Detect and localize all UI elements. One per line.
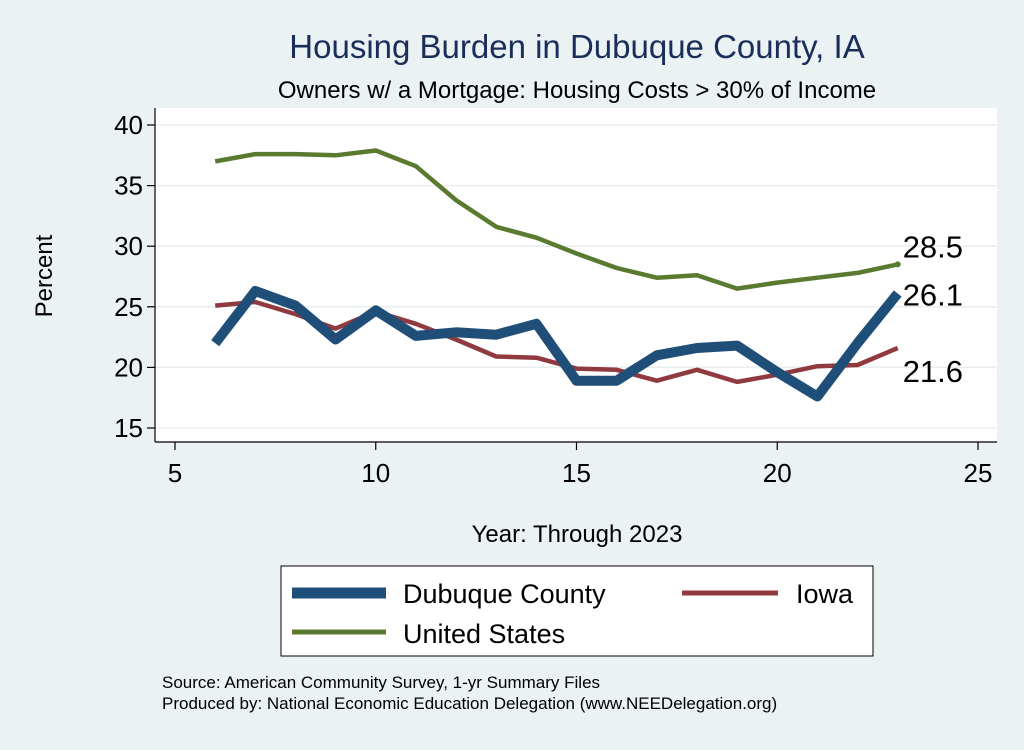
end-labels: 26.1 21.6 28.5 [903, 229, 963, 389]
y-tick-label-15: 15 [114, 413, 143, 443]
y-tick-label-25: 25 [114, 292, 143, 322]
x-tick-label-20: 20 [763, 458, 792, 488]
legend-box [280, 565, 874, 657]
legend: Dubuque County Iowa United States [280, 565, 874, 657]
x-tick-label-15: 15 [562, 458, 591, 488]
chart-title: Housing Burden in Dubuque County, IA [289, 28, 864, 65]
x-tick-label-10: 10 [361, 458, 390, 488]
legend-label-iowa: Iowa [796, 579, 854, 609]
x-axis-title: Year: Through 2023 [472, 521, 683, 548]
series-lines [211, 148, 902, 402]
source-note: Source: American Community Survey, 1-yr … [162, 673, 600, 692]
chart-subtitle: Owners w/ a Mortgage: Housing Costs > 30… [278, 77, 876, 104]
y-axis-title: Percent [31, 234, 58, 317]
produced-by-note: Produced by: National Economic Education… [162, 694, 777, 713]
legend-label-dubuque: Dubuque County [403, 579, 606, 609]
y-tick-label-35: 35 [114, 171, 143, 201]
legend-label-united-states: United States [403, 619, 565, 649]
end-point-united-states [894, 261, 901, 268]
series-line-united-states [214, 148, 899, 291]
series-line-dubuque-county [211, 286, 902, 402]
end-label-united-states: 28.5 [903, 229, 963, 264]
y-tick-label-40: 40 [114, 110, 143, 140]
axes: 15 20 25 30 35 40 5 10 15 20 25 [114, 108, 997, 488]
end-label-dubuque-county: 26.1 [903, 277, 963, 312]
plot-area [155, 108, 997, 442]
x-tick-label-5: 5 [168, 458, 182, 488]
y-tick-label-20: 20 [114, 352, 143, 382]
x-tick-label-25: 25 [964, 458, 993, 488]
y-tick-label-30: 30 [114, 231, 143, 261]
end-label-iowa: 21.6 [903, 354, 963, 389]
